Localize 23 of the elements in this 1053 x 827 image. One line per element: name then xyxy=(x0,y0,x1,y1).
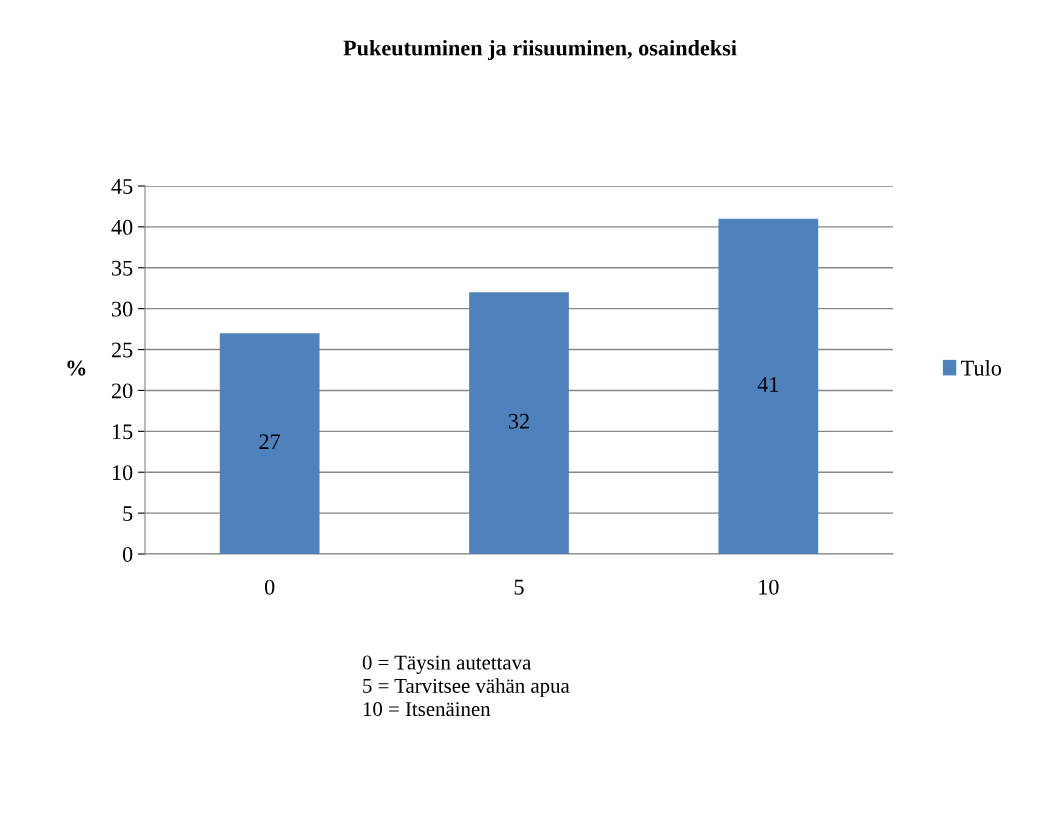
y-tick-label: 10 xyxy=(112,465,133,481)
bar xyxy=(469,292,569,554)
data-label: 27 xyxy=(259,434,281,449)
data-label: 32 xyxy=(508,413,529,429)
y-axis-title: % xyxy=(67,360,86,376)
y-tick-label: 0 xyxy=(122,546,133,562)
bar xyxy=(219,333,320,554)
y-tick-label: 15 xyxy=(112,424,133,440)
x-tick-label: 0 xyxy=(264,579,275,595)
x-tick-label: 10 xyxy=(759,579,779,595)
legend-label: Tulo xyxy=(961,359,1002,376)
y-tick-label: 35 xyxy=(112,260,133,276)
y-tick-label: 5 xyxy=(123,506,133,522)
bar xyxy=(718,218,819,554)
text: 0 = Täysin autettava 5 = Tarvitsee vähän apua 10 = Itsenäinen xyxy=(362,655,570,717)
y-tick-label: 45 xyxy=(111,179,133,194)
x-tick-label: 5 xyxy=(514,579,524,595)
chart-title: Pukeutuminen ja riisuuminen, osaindeksi xyxy=(343,39,737,61)
y-tick-label: 40 xyxy=(111,219,133,235)
y-tick-label: 25 xyxy=(111,342,133,358)
y-tick-label: 30 xyxy=(112,301,133,317)
data-label: 41 xyxy=(757,377,779,392)
y-tick-label: 20 xyxy=(111,383,133,399)
